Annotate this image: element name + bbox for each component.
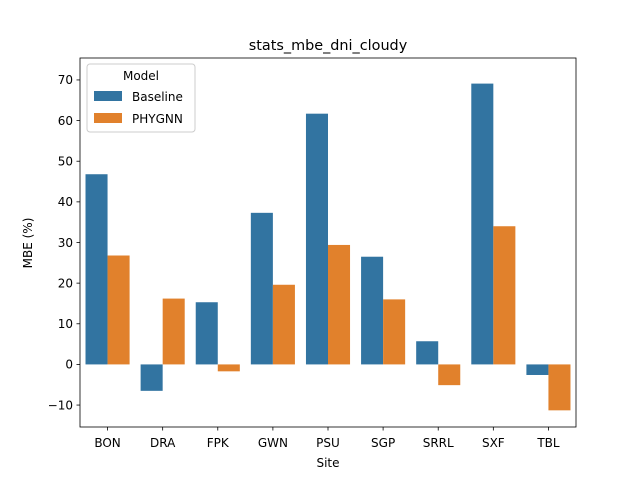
bar-baseline-psu: [305, 113, 328, 365]
bar-baseline-bon: [85, 174, 108, 365]
bar-baseline-srrl: [416, 341, 439, 365]
bars: [85, 83, 571, 411]
legend-label-baseline: Baseline: [132, 90, 183, 104]
y-tick-label: 30: [58, 236, 73, 250]
legend-label-phygnn: PHYGNN: [132, 112, 183, 126]
bar-baseline-dra: [140, 364, 163, 391]
bar-phygnn-bon: [107, 255, 130, 365]
bar-phygnn-sgp: [383, 299, 406, 365]
y-tick-label: 20: [58, 276, 73, 290]
bar-baseline-sgp: [361, 256, 384, 365]
bar-phygnn-dra: [162, 298, 185, 365]
y-tick-label: 60: [58, 114, 73, 128]
bar-phygnn-psu: [328, 244, 351, 365]
y-tick-label: 50: [58, 155, 73, 169]
x-tick-label: SXF: [482, 436, 505, 450]
legend: Model Baseline PHYGNN: [86, 63, 196, 133]
bar-baseline-sxf: [471, 83, 494, 365]
bar-baseline-gwn: [250, 212, 273, 365]
bar-phygnn-gwn: [272, 284, 295, 365]
axes: −10 0 10 20 30 40 50 60 70 BON DRA FPK GWN PSU SGP SRRL…: [48, 57, 577, 450]
y-axis-label: MBE (%): [21, 218, 35, 269]
x-tick-label: SRRL: [423, 436, 454, 450]
bar-phygnn-srrl: [438, 364, 461, 386]
legend-swatch-phygnn: [94, 113, 122, 123]
x-tick-label: FPK: [207, 436, 230, 450]
y-tick-label: 40: [58, 195, 73, 209]
x-tick-label: DRA: [150, 436, 176, 450]
y-tick-label: 10: [58, 317, 73, 331]
y-tick-label: −10: [48, 398, 73, 412]
chart-title: stats_mbe_dni_cloudy: [249, 38, 408, 54]
y-tick-label: 70: [58, 73, 73, 87]
bar-baseline-tbl: [526, 364, 549, 375]
bar-phygnn-tbl: [548, 364, 571, 411]
x-tick-label: SGP: [371, 436, 395, 450]
x-tick-label: BON: [94, 436, 120, 450]
legend-swatch-baseline: [94, 91, 122, 101]
x-tick-label: PSU: [316, 436, 340, 450]
legend-title: Model: [123, 69, 159, 83]
bar-phygnn-fpk: [217, 364, 240, 372]
x-axis-label: Site: [316, 456, 339, 470]
y-tick-label: 0: [65, 358, 73, 372]
x-tick-label: TBL: [536, 436, 560, 450]
bar-baseline-fpk: [195, 302, 218, 365]
bar-phygnn-sxf: [493, 226, 516, 365]
x-tick-label: GWN: [258, 436, 288, 450]
